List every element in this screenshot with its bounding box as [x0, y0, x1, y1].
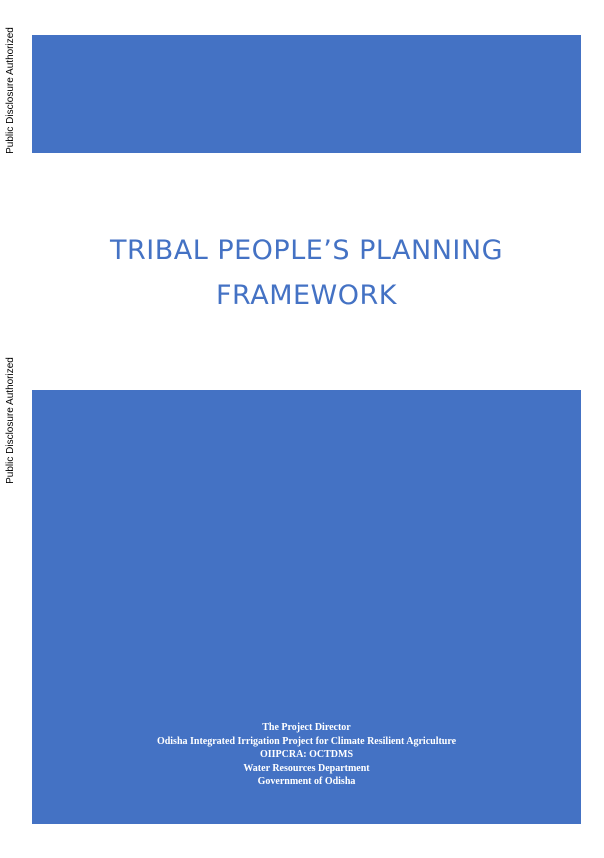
- cover-bottom-band: The Project Director Odisha Integrated I…: [32, 390, 581, 824]
- address-line: Water Resources Department: [243, 762, 370, 774]
- document-title: TRIBAL PEOPLE’S PLANNING FRAMEWORK: [32, 228, 581, 318]
- title-line-2: FRAMEWORK: [216, 280, 397, 311]
- title-line-1: TRIBAL PEOPLE’S PLANNING: [109, 235, 503, 266]
- address-line: OIIPCRA: OCTDMS: [259, 749, 354, 760]
- address-line: Odisha Integrated Irrigation Project for…: [156, 735, 457, 747]
- disclosure-stamp-bottom: Public Disclosure Authorized: [0, 340, 20, 500]
- disclosure-stamp-text: Public Disclosure Authorized: [4, 26, 16, 154]
- disclosure-stamp-text: Public Disclosure Authorized: [4, 356, 16, 484]
- address-block: The Project Director Odisha Integrated I…: [32, 721, 581, 789]
- cover-top-band: [32, 35, 581, 153]
- address-line: Government of Odisha: [257, 776, 356, 787]
- disclosure-stamp-top: Public Disclosure Authorized: [0, 0, 20, 180]
- address-line: The Project Director: [262, 722, 351, 733]
